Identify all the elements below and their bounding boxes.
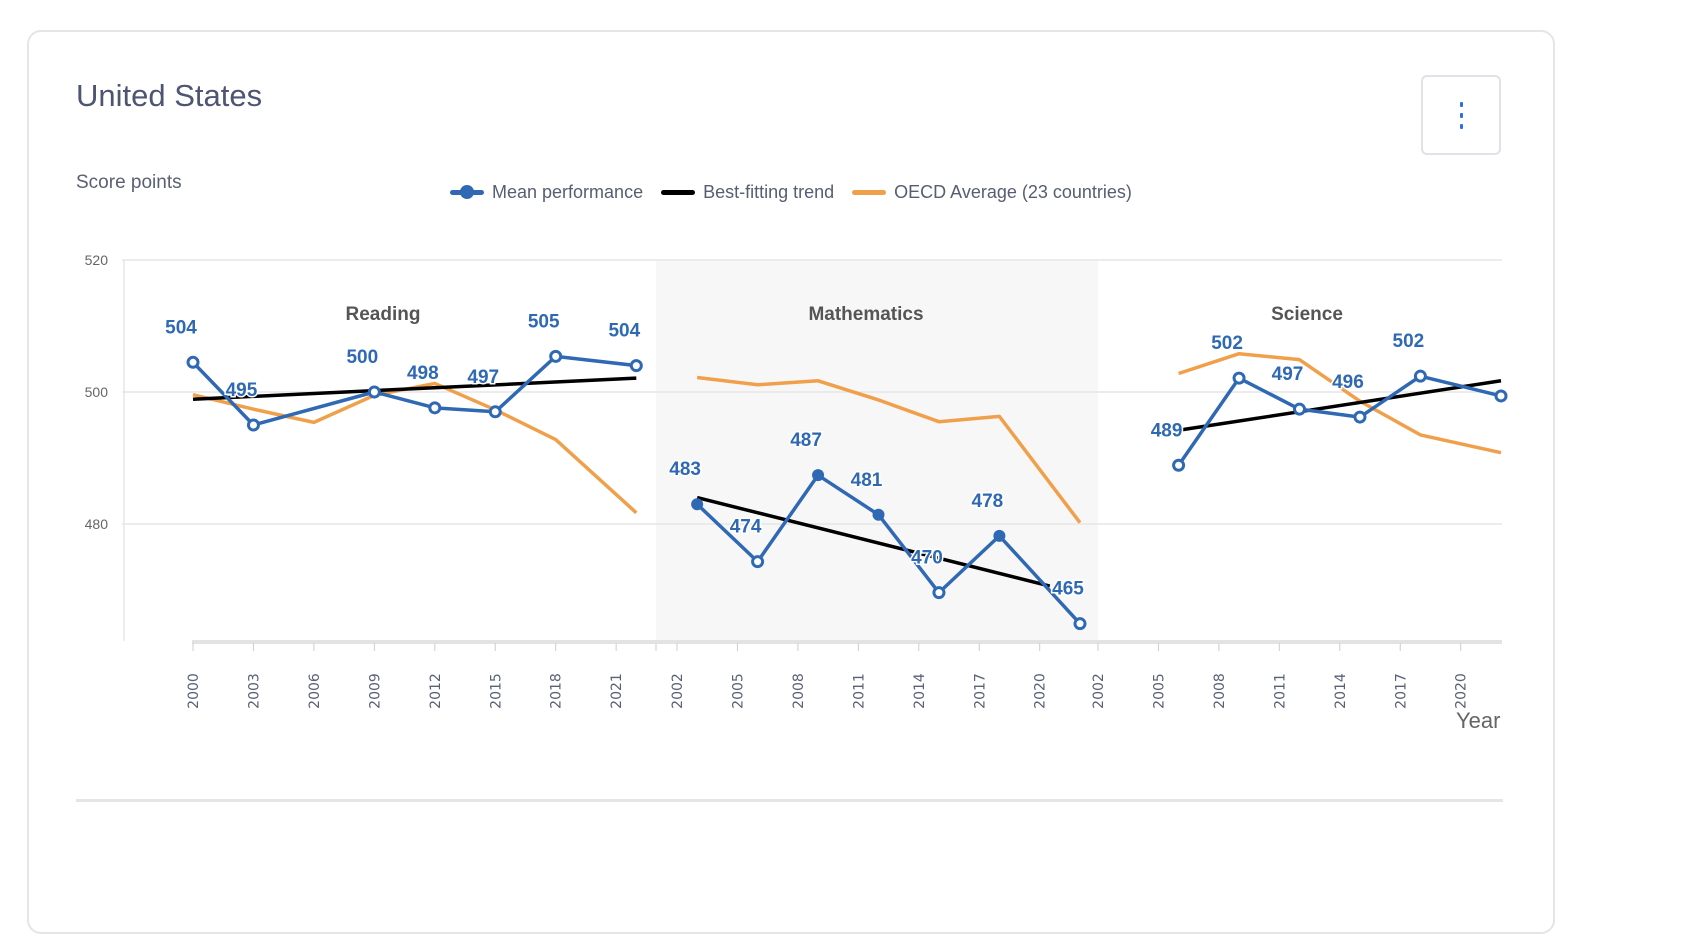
data-point	[932, 586, 946, 600]
x-tick-label: 2000	[186, 673, 202, 709]
x-tick-label: 2012	[428, 673, 444, 709]
data-label: 505	[528, 311, 560, 332]
y-tick-label: 480	[85, 516, 109, 532]
x-tick-label: 2002	[670, 673, 686, 709]
legend-item-mean[interactable]: Mean performance	[450, 182, 643, 203]
y-tick-label: 500	[85, 384, 109, 400]
divider	[76, 799, 1503, 802]
data-label: 495	[226, 380, 258, 401]
oecd-average-line	[1178, 351, 1502, 455]
data-point	[488, 405, 502, 419]
data-label: 465	[1052, 579, 1084, 600]
data-point	[1073, 617, 1087, 631]
legend-label: Mean performance	[492, 182, 644, 202]
x-tick-label: 2017	[972, 673, 988, 709]
x-axis-label: Year	[1456, 708, 1501, 733]
x-tick-label: 2009	[367, 673, 383, 709]
legend-label: Best-fitting trend	[703, 182, 835, 202]
data-label: 504	[165, 317, 197, 338]
trend-line	[192, 376, 637, 402]
data-label: 470	[911, 548, 943, 569]
data-label: 502	[1393, 331, 1425, 352]
x-tick-label: 2011	[851, 673, 867, 709]
data-point	[812, 469, 825, 482]
trend-line	[1178, 379, 1502, 433]
x-tick-label: 2002	[1091, 673, 1107, 709]
x-tick-label: 2014	[1333, 673, 1349, 709]
chart-legend: Mean performance Best-fitting trend OECD…	[450, 182, 1132, 203]
x-tick-label: 2003	[246, 673, 262, 709]
mean-performance-swatch-icon	[450, 185, 484, 199]
data-point	[1293, 402, 1306, 416]
data-point	[367, 385, 381, 399]
data-label: 489	[1151, 420, 1183, 441]
data-point	[629, 359, 643, 373]
x-tick-label: 2006	[307, 673, 323, 709]
data-point	[186, 355, 200, 369]
data-label: 502	[1211, 333, 1243, 354]
x-tick-label: 2020	[1454, 673, 1470, 709]
data-label: 497	[467, 367, 499, 388]
x-tick-label: 2017	[1393, 673, 1409, 709]
data-label: 500	[346, 347, 378, 368]
data-point	[549, 349, 563, 363]
data-point	[1413, 369, 1427, 383]
data-point	[1353, 410, 1367, 424]
legend-item-trend[interactable]: Best-fitting trend	[661, 182, 834, 203]
x-tick-label: 2005	[1151, 673, 1167, 709]
data-label: 504	[608, 321, 640, 342]
data-label: 481	[851, 470, 883, 491]
mean-performance-line	[1177, 374, 1502, 467]
oecd-swatch-icon	[852, 190, 887, 195]
panel-title: Mathematics	[808, 304, 923, 325]
data-point	[246, 418, 260, 432]
data-point	[1172, 458, 1186, 472]
data-point	[1494, 389, 1508, 403]
data-label: 487	[790, 430, 822, 451]
chart-menu-button[interactable]	[1421, 75, 1501, 155]
data-label: 498	[407, 363, 439, 384]
data-point	[428, 401, 442, 415]
x-tick-label: 2008	[791, 673, 807, 709]
y-axis-label: Score points	[76, 172, 182, 193]
x-tick-label: 2014	[912, 673, 928, 709]
data-point	[751, 555, 765, 569]
trend-swatch-icon	[661, 190, 696, 195]
panel-title: Reading	[346, 304, 421, 325]
x-tick-label: 2021	[609, 673, 625, 709]
data-point	[872, 508, 885, 521]
vertical-ellipsis-icon	[1459, 101, 1463, 129]
x-tick-label: 2020	[1033, 673, 1049, 709]
panel-title: Science	[1271, 304, 1343, 325]
trend-line	[696, 495, 1051, 588]
x-tick-label: 2018	[549, 673, 565, 709]
x-tick-label: 2008	[1212, 673, 1228, 709]
data-label: 483	[669, 459, 701, 480]
line-chart: 480 500 520 2000 2003 2006 2009 2012 2015 2018 202…	[85, 252, 1508, 709]
data-label: 474	[730, 517, 762, 538]
x-tick-label: 2005	[730, 673, 746, 709]
country-title: United States	[76, 78, 263, 113]
oecd-average-line	[696, 375, 1082, 524]
legend-item-oecd[interactable]: OECD Average (23 countries)	[852, 182, 1132, 203]
y-tick-label: 520	[85, 252, 109, 268]
legend-label: OECD Average (23 countries)	[894, 182, 1132, 202]
x-tick-label: 2015	[488, 673, 504, 709]
x-tick-label: 2011	[1272, 673, 1288, 709]
data-label: 478	[972, 491, 1004, 512]
data-label: 496	[1332, 372, 1364, 393]
data-point	[691, 498, 704, 511]
data-point	[1232, 371, 1246, 385]
data-point	[993, 529, 1006, 542]
data-label: 497	[1272, 364, 1304, 385]
